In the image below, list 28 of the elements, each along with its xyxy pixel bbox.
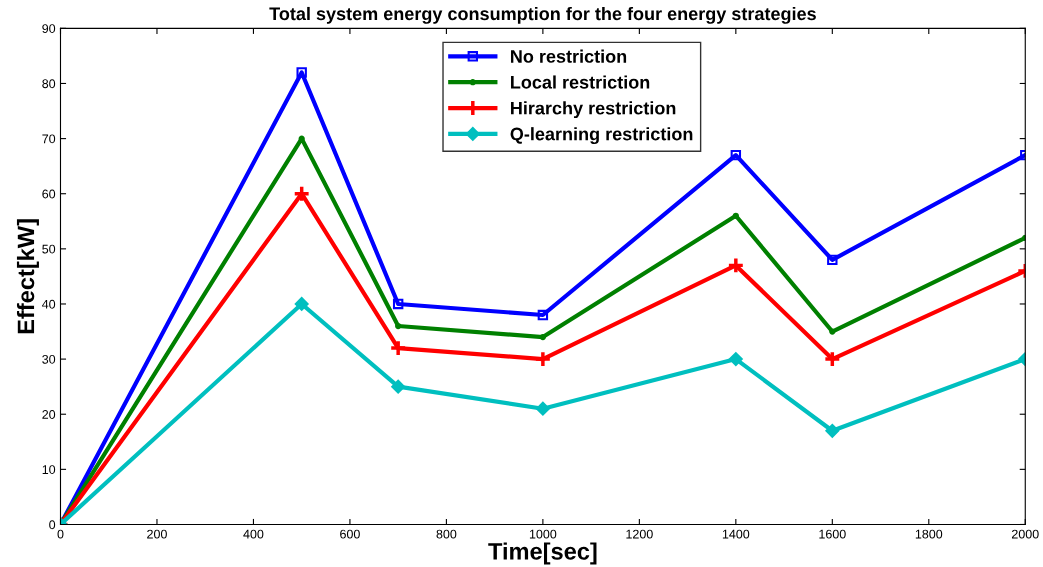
- x-axis-title: Time[sec]: [488, 542, 597, 565]
- x-tick-label: 1800: [915, 529, 943, 539]
- x-tick-label: 1000: [529, 529, 557, 539]
- legend-label: No restriction: [511, 49, 627, 63]
- x-tick-label: 800: [436, 529, 457, 539]
- legend-label: Hirarchy restriction: [511, 101, 676, 119]
- chart-title: Total system energy consumption for the four energy strategies: [269, 6, 816, 24]
- y-tick-label: 50: [42, 244, 56, 254]
- legend-label: Local restriction: [511, 75, 650, 89]
- y-tick-label: 80: [42, 79, 56, 89]
- x-tick-label: 1200: [626, 529, 653, 539]
- x-tick-label: 1600: [819, 529, 846, 539]
- x-tick-label: 2000: [1012, 529, 1039, 539]
- y-tick-label: 60: [42, 189, 56, 199]
- y-tick-label: 40: [42, 299, 56, 309]
- y-tick-label: 90: [42, 24, 56, 33]
- y-tick-label: 0: [49, 520, 56, 530]
- legend-label: Q-learning restriction: [510, 127, 693, 145]
- x-tick-label: 400: [243, 529, 264, 539]
- y-tick-label: 20: [42, 410, 56, 419]
- x-tick-label: 600: [340, 529, 360, 539]
- x-tick-label: 0: [57, 529, 64, 539]
- x-tick-label: 200: [147, 529, 167, 539]
- x-tick-label: 1400: [722, 529, 750, 539]
- y-axis-title: Effect[kW]: [16, 219, 39, 334]
- y-tick-label: 30: [42, 354, 56, 364]
- y-tick-label: 70: [42, 134, 56, 144]
- y-tick-label: 10: [42, 465, 56, 474]
